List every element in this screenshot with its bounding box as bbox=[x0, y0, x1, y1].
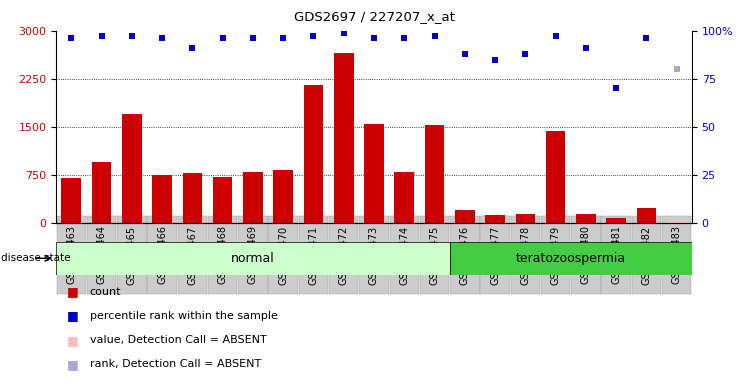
Bar bbox=[607, 218, 626, 223]
Text: value, Detection Call = ABSENT: value, Detection Call = ABSENT bbox=[90, 335, 266, 345]
Point bbox=[186, 45, 198, 51]
Bar bbox=[455, 210, 475, 223]
Text: teratozoospermia: teratozoospermia bbox=[515, 252, 626, 265]
Point bbox=[156, 35, 168, 41]
Bar bbox=[153, 175, 172, 223]
Bar bbox=[667, 221, 687, 223]
Point bbox=[126, 33, 138, 40]
Text: ■: ■ bbox=[67, 334, 79, 347]
Bar bbox=[576, 214, 595, 223]
Text: ■: ■ bbox=[67, 285, 79, 298]
Bar bbox=[637, 208, 656, 223]
Bar bbox=[334, 53, 354, 223]
Text: ■: ■ bbox=[67, 358, 79, 371]
Text: rank, Detection Call = ABSENT: rank, Detection Call = ABSENT bbox=[90, 359, 261, 369]
Point bbox=[278, 35, 289, 41]
Point bbox=[459, 51, 470, 57]
Point bbox=[338, 30, 350, 36]
Point bbox=[429, 33, 441, 40]
Bar bbox=[56, 242, 450, 275]
Point bbox=[640, 35, 652, 41]
Point bbox=[247, 35, 259, 41]
Bar bbox=[546, 131, 565, 223]
Point bbox=[398, 35, 410, 41]
Bar bbox=[304, 85, 323, 223]
Point bbox=[519, 51, 531, 57]
Bar bbox=[450, 242, 692, 275]
Bar bbox=[394, 172, 414, 223]
Point bbox=[550, 33, 562, 40]
Bar bbox=[61, 178, 81, 223]
Bar bbox=[667, 221, 687, 223]
Text: GDS2697 / 227207_x_at: GDS2697 / 227207_x_at bbox=[293, 10, 455, 23]
Text: disease state: disease state bbox=[1, 253, 70, 263]
Point bbox=[96, 33, 108, 40]
Text: ■: ■ bbox=[67, 310, 79, 323]
Point bbox=[671, 66, 683, 72]
Point bbox=[580, 45, 592, 51]
Bar bbox=[92, 162, 111, 223]
Bar bbox=[243, 172, 263, 223]
Bar bbox=[364, 124, 384, 223]
Text: percentile rank within the sample: percentile rank within the sample bbox=[90, 311, 278, 321]
Bar bbox=[273, 170, 293, 223]
Point bbox=[368, 35, 380, 41]
Point bbox=[217, 35, 229, 41]
Bar bbox=[183, 174, 202, 223]
Bar bbox=[425, 126, 444, 223]
Point bbox=[307, 33, 319, 40]
Bar bbox=[122, 114, 141, 223]
Bar bbox=[515, 214, 536, 223]
Bar bbox=[212, 177, 233, 223]
Point bbox=[489, 56, 501, 63]
Text: normal: normal bbox=[231, 252, 275, 265]
Point bbox=[65, 35, 77, 41]
Text: count: count bbox=[90, 287, 121, 297]
Point bbox=[610, 85, 622, 91]
Bar bbox=[485, 215, 505, 223]
